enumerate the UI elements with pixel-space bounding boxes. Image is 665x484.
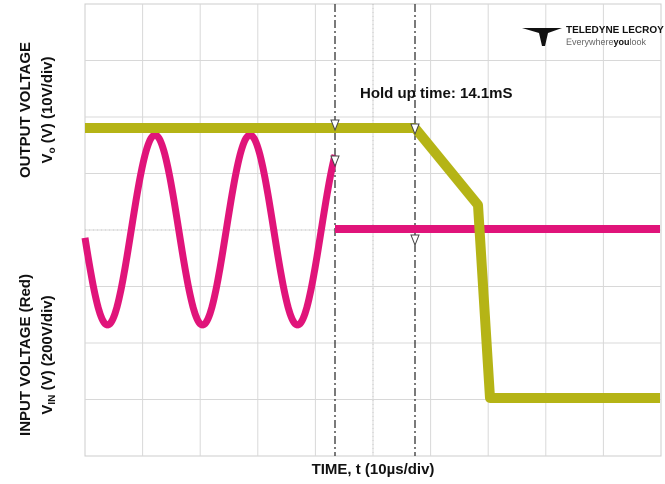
logo-tagline: Everywhereyoulook — [566, 37, 647, 47]
logo-icon — [522, 28, 562, 46]
output-trace — [85, 123, 660, 403]
cursor-markers — [330, 119, 420, 247]
y-axis-label: INPUT VOLTAGE (Red) — [17, 274, 34, 436]
y-axis-label: VIN (V) (200V/div) — [39, 295, 58, 414]
y-axis-label: OUTPUT VOLTAGE — [17, 42, 34, 178]
y-axis-label: Vo (V) (10V/div) — [39, 57, 58, 164]
logo-name: TELEDYNE LECROY — [566, 25, 664, 36]
x-axis-label: TIME, t (10µs/div) — [312, 461, 435, 478]
logo: TELEDYNE LECROY Everywhereyoulook — [522, 25, 664, 47]
hold-up-annotation: Hold up time: 14.1mS — [360, 85, 513, 102]
input-trace — [81, 131, 339, 329]
